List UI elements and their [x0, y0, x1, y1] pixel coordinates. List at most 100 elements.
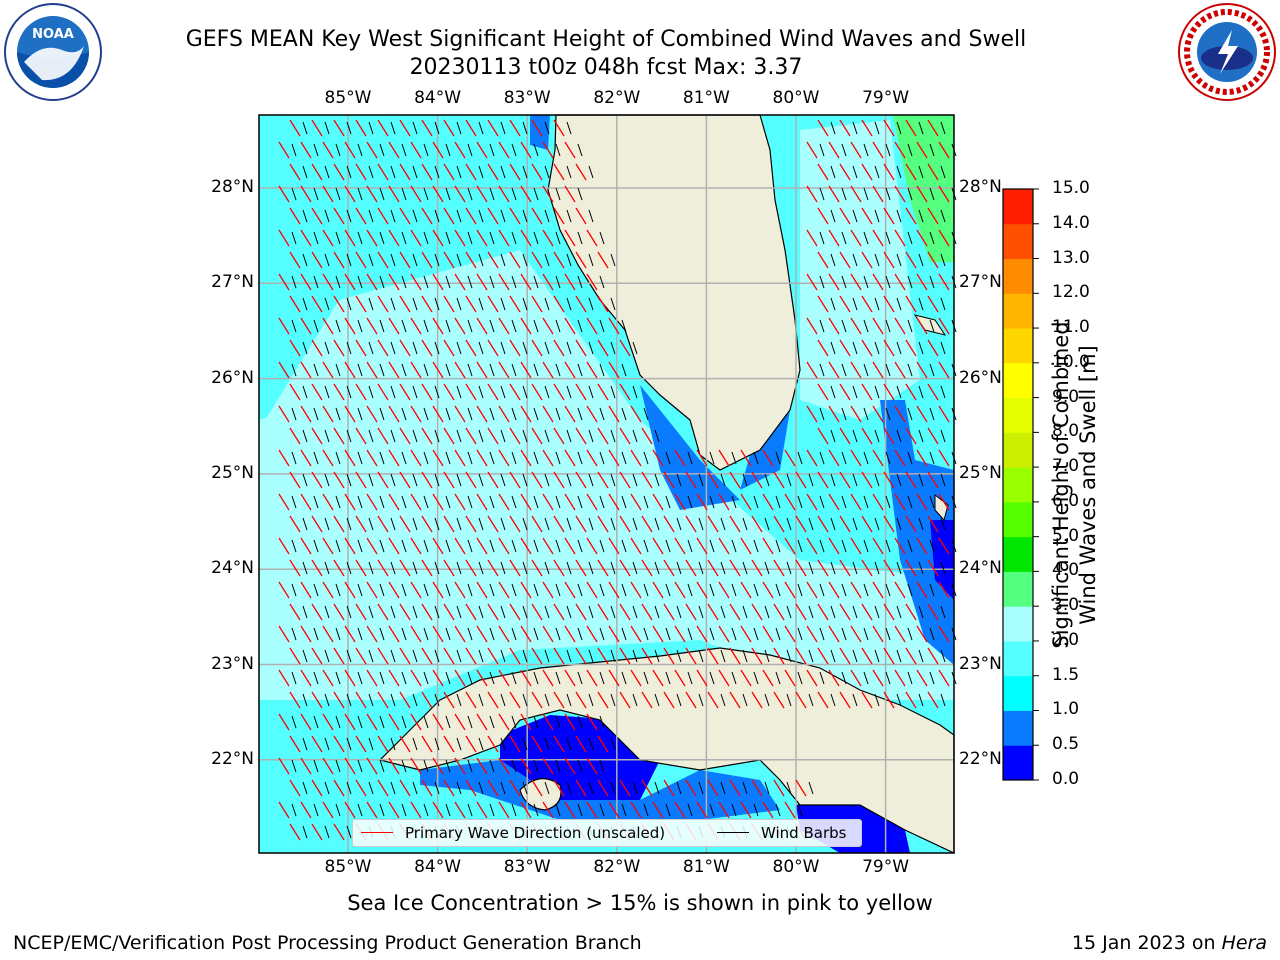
- wave-direction-arrow: [861, 647, 873, 665]
- wave-direction-arrow: [707, 559, 719, 577]
- wind-barb: [764, 561, 770, 575]
- wave-direction-arrow: [498, 229, 510, 247]
- wave-direction-arrow: [278, 537, 290, 555]
- wave-direction-arrow: [278, 273, 290, 291]
- wind-barb: [885, 407, 891, 421]
- wind-barb: [456, 253, 462, 267]
- wind-barb: [577, 231, 583, 245]
- wind-barb: [841, 275, 847, 289]
- wave-direction-arrow: [861, 515, 873, 533]
- wind-barb: [522, 341, 528, 355]
- wind-barb: [445, 583, 451, 597]
- wave-direction-arrow: [850, 361, 862, 379]
- wave-direction-arrow: [564, 449, 576, 467]
- wave-direction-arrow: [311, 119, 323, 137]
- wave-direction-arrow: [443, 559, 455, 577]
- wave-direction-arrow: [531, 559, 543, 577]
- wave-direction-arrow: [454, 185, 466, 203]
- colorbar-segment: [1003, 606, 1033, 642]
- wind-barb: [841, 407, 847, 421]
- wind-barb: [885, 671, 891, 685]
- wave-direction-arrow: [652, 625, 664, 643]
- wind-barb: [885, 583, 891, 597]
- wind-barb: [577, 539, 583, 553]
- wind-barb: [434, 473, 440, 487]
- wind-barb: [830, 209, 836, 223]
- wind-barb: [566, 737, 572, 751]
- wave-direction-arrow: [817, 603, 829, 621]
- wave-direction-arrow: [795, 603, 807, 621]
- wind-barb: [742, 561, 748, 575]
- wave-direction-arrow: [278, 757, 290, 775]
- wind-barb: [489, 759, 495, 773]
- wind-barb: [478, 121, 484, 135]
- wind-barb: [390, 429, 396, 443]
- wave-direction-arrow: [432, 405, 444, 423]
- wave-direction-arrow: [465, 251, 477, 269]
- wind-barb: [599, 671, 605, 685]
- wave-direction-arrow: [498, 185, 510, 203]
- wave-direction-arrow: [476, 537, 488, 555]
- footer-right: 15 Jan 2023 on Hera: [1072, 932, 1267, 954]
- wind-barb: [841, 187, 847, 201]
- wave-direction-arrow: [883, 383, 895, 401]
- wave-direction-arrow: [520, 801, 532, 819]
- wave-direction-arrow: [300, 141, 312, 159]
- wave-direction-arrow: [509, 647, 521, 665]
- wave-direction-arrow: [476, 757, 488, 775]
- wave-direction-arrow: [432, 625, 444, 643]
- wind-barb: [918, 605, 924, 619]
- wind-barb: [654, 693, 660, 707]
- wind-barb: [819, 363, 825, 377]
- wave-direction-arrow: [575, 471, 587, 489]
- wave-direction-arrow: [377, 207, 389, 225]
- wind-barb: [555, 363, 561, 377]
- wind-barb: [940, 165, 946, 179]
- wave-direction-arrow: [553, 735, 565, 753]
- wind-barb: [544, 605, 550, 619]
- wave-zone-low-south: [420, 760, 780, 820]
- wave-direction-arrow: [773, 471, 785, 489]
- wave-direction-arrow: [333, 603, 345, 621]
- wind-barb: [500, 121, 506, 135]
- wave-direction-arrow: [894, 537, 906, 555]
- wave-direction-arrow: [883, 251, 895, 269]
- wind-barb: [346, 781, 352, 795]
- wind-barb: [324, 429, 330, 443]
- wind-barb: [533, 759, 539, 773]
- wave-direction-arrow: [289, 691, 301, 709]
- wave-direction-arrow: [927, 471, 939, 489]
- colorbar-segment: [1003, 432, 1033, 468]
- wave-direction-arrow: [355, 295, 367, 313]
- wind-barb: [621, 803, 627, 817]
- wind-barb: [676, 649, 682, 663]
- wave-direction-arrow: [905, 427, 917, 445]
- wave-direction-arrow: [828, 625, 840, 643]
- wind-barb: [346, 165, 352, 179]
- wave-direction-arrow: [663, 471, 675, 489]
- wave-direction-arrow: [388, 141, 400, 159]
- wind-barb: [445, 803, 451, 817]
- wind-barb: [621, 451, 627, 465]
- wind-barb: [621, 627, 627, 641]
- wave-direction-arrow: [707, 515, 719, 533]
- wind-barb: [687, 803, 693, 817]
- wind-barb: [940, 649, 946, 663]
- wave-direction-arrow: [399, 339, 411, 357]
- wave-direction-arrow: [553, 251, 565, 269]
- wave-direction-arrow: [421, 779, 433, 797]
- noaa-logo: NOAA: [4, 3, 102, 101]
- wave-direction-arrow: [597, 603, 609, 621]
- wind-barb: [863, 187, 869, 201]
- wind-barb: [896, 693, 902, 707]
- wind-barb: [896, 517, 902, 531]
- wave-direction-arrow: [938, 625, 950, 643]
- axis-tick-label: 27°N: [211, 272, 254, 293]
- wind-barb: [874, 605, 880, 619]
- wind-barb: [588, 209, 594, 223]
- wind-barb: [588, 737, 594, 751]
- wave-direction-arrow: [487, 295, 499, 313]
- wave-direction-arrow: [608, 493, 620, 511]
- wind-barb: [654, 561, 660, 575]
- wind-barb: [401, 803, 407, 817]
